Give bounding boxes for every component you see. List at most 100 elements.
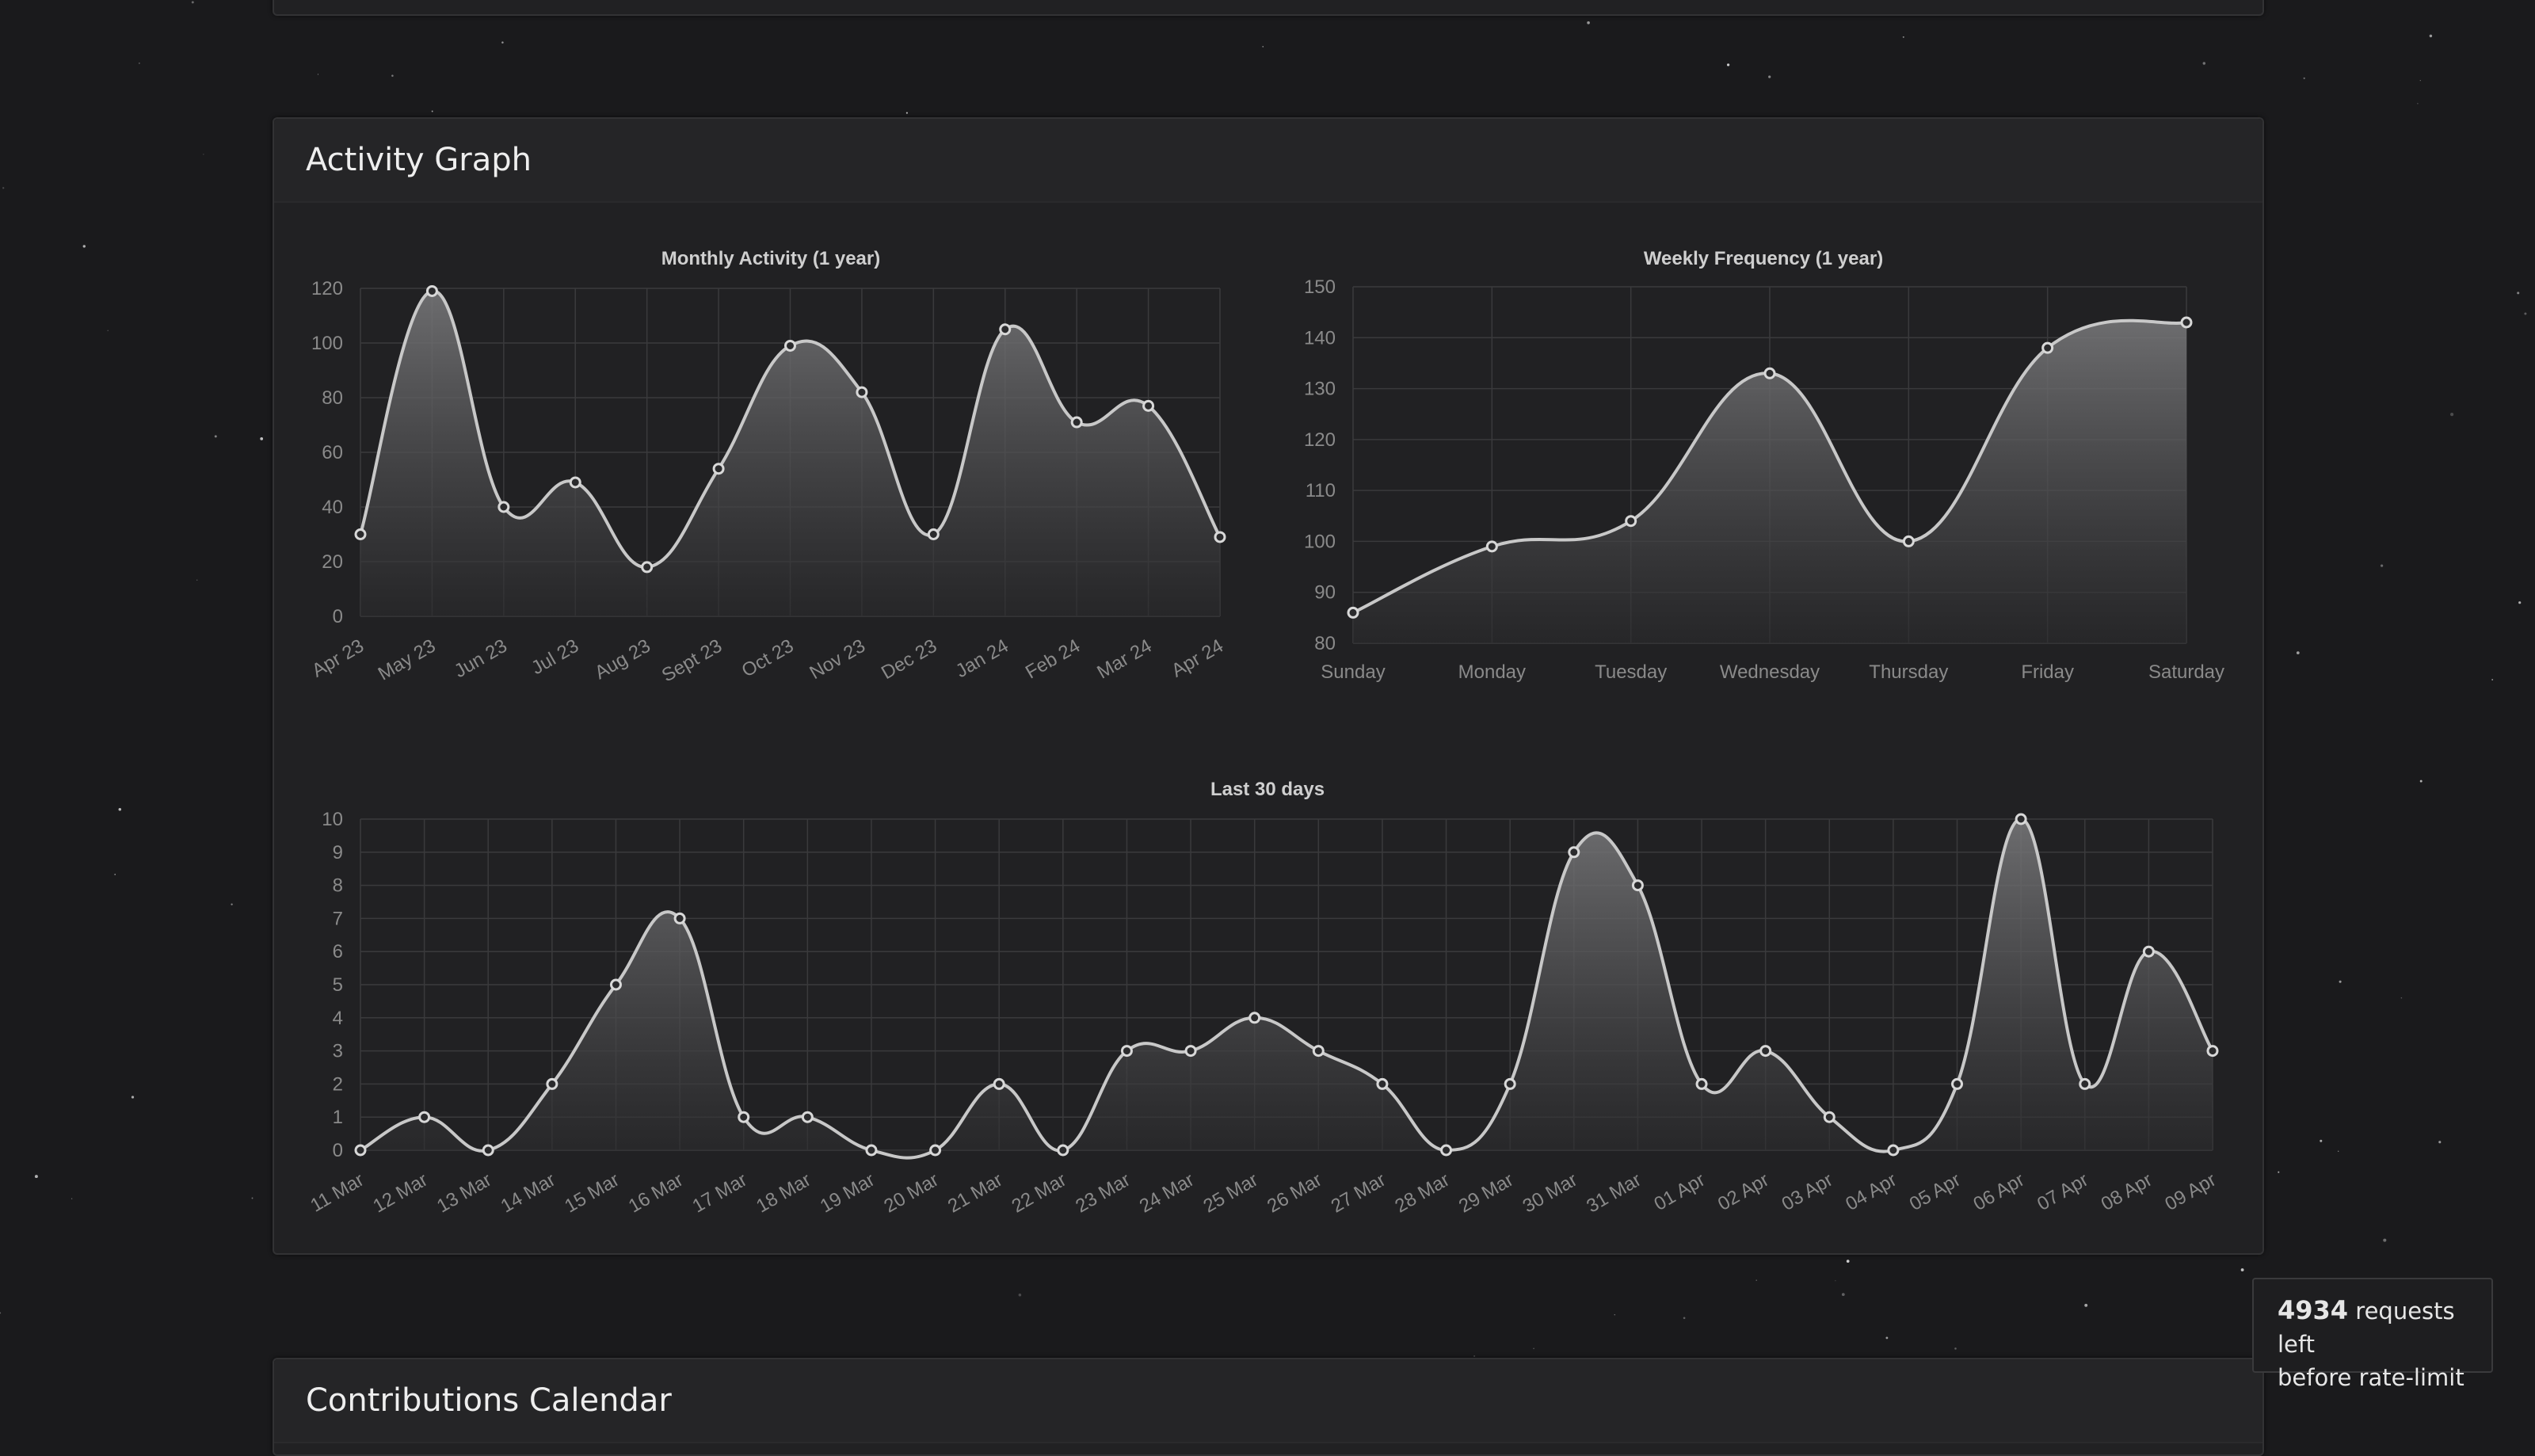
x-tick-label: 16 Mar — [625, 1169, 687, 1218]
x-tick-label: 04 Apr — [1842, 1169, 1900, 1215]
star — [2339, 980, 2342, 983]
star — [1533, 1347, 1534, 1350]
chart-title: Weekly Frequency (1 year) — [1644, 248, 1883, 269]
star — [1841, 1293, 1845, 1296]
data-point — [1763, 367, 1776, 379]
y-tick-label: 9 — [333, 842, 343, 863]
x-tick-label: 20 Mar — [880, 1169, 942, 1218]
x-tick-label: Feb 24 — [1022, 635, 1084, 684]
star — [2419, 79, 2421, 82]
star — [1768, 75, 1771, 78]
series-area — [1353, 320, 2186, 643]
activity-graph-header: Activity Graph — [274, 119, 2262, 203]
y-tick-label: 110 — [1306, 480, 1336, 501]
y-tick-label: 130 — [1304, 379, 1336, 400]
x-tick-label: 14 Mar — [497, 1169, 559, 1218]
data-point — [673, 912, 686, 924]
y-tick-label: 4 — [333, 1008, 343, 1029]
data-point — [927, 528, 940, 540]
x-tick-label: 25 Mar — [1199, 1169, 1261, 1218]
x-tick-label: 18 Mar — [753, 1169, 814, 1218]
star — [1954, 1347, 1957, 1350]
data-point — [929, 1144, 942, 1157]
data-point — [1214, 531, 1226, 543]
star — [1473, 1355, 1476, 1357]
data-point — [1631, 879, 1644, 892]
x-tick-label: 01 Apr — [1650, 1169, 1709, 1215]
x-tick-label: 28 Mar — [1391, 1169, 1453, 1218]
star — [2084, 1303, 2088, 1307]
x-tick-label: Saturday — [2148, 661, 2224, 683]
rate-limit-label: requests left — [2278, 1298, 2455, 1358]
star — [391, 74, 394, 77]
data-point — [1376, 1077, 1389, 1090]
star — [2491, 679, 2494, 680]
series-area — [360, 291, 1220, 616]
x-tick-label: Friday — [2021, 661, 2074, 683]
x-tick-label: Jan 24 — [952, 635, 1012, 682]
data-point — [1248, 1012, 1261, 1024]
x-tick-label: Thursday — [1869, 661, 1948, 683]
data-point — [738, 1111, 750, 1123]
y-tick-label: 120 — [311, 278, 343, 299]
star — [191, 1, 194, 4]
weekly-frequency-chart: Weekly Frequency (1 year) 80 90 100 110 120 13… — [1304, 248, 2224, 683]
star — [1683, 1317, 1686, 1320]
star — [2517, 292, 2520, 295]
data-point — [1568, 846, 1580, 859]
data-point — [1485, 540, 1498, 553]
y-tick-label: 120 — [1304, 429, 1336, 451]
star — [2518, 601, 2522, 604]
activity-graph-title: Activity Graph — [306, 142, 532, 178]
x-tick-label: Sunday — [1321, 661, 1385, 683]
data-point — [1070, 416, 1083, 429]
star — [1885, 1336, 1889, 1340]
star — [251, 1197, 254, 1199]
x-tick-label: Aug 23 — [591, 635, 654, 684]
star — [2383, 1238, 2387, 1242]
data-point — [609, 978, 622, 991]
data-point — [1120, 1045, 1133, 1058]
last-30-days-chart: Last 30 days 0 1 2 3 4 5 6 7 8 9 10 11 Mar 12 Mar 13 M… — [307, 779, 2220, 1218]
x-tick-label: Monday — [1458, 661, 1526, 683]
y-tick-label: 2 — [333, 1073, 343, 1095]
data-point — [1142, 399, 1155, 412]
data-point — [1440, 1144, 1453, 1157]
x-tick-label: Mar 24 — [1093, 635, 1155, 684]
x-tick-label: 19 Mar — [817, 1169, 879, 1218]
y-tick-label: 1 — [333, 1107, 343, 1128]
star — [2419, 779, 2423, 783]
y-tick-label: 0 — [333, 606, 343, 627]
data-point — [999, 323, 1012, 336]
x-tick-label: 24 Mar — [1136, 1169, 1198, 1218]
star — [2240, 1268, 2244, 1271]
data-point — [546, 1077, 558, 1090]
x-tick-label: Oct 23 — [738, 635, 798, 682]
y-tick-label: 3 — [333, 1041, 343, 1062]
rate-limit-count: 4934 — [2278, 1295, 2349, 1325]
data-point — [712, 463, 725, 475]
x-tick-label: 08 Apr — [2098, 1169, 2156, 1215]
star — [2303, 77, 2305, 79]
y-tick-label: 60 — [322, 442, 343, 463]
rate-limit-note: before rate-limit — [2278, 1364, 2464, 1391]
star — [2320, 1139, 2323, 1142]
star — [2429, 34, 2433, 38]
x-tick-label: 17 Mar — [689, 1169, 751, 1218]
star — [118, 807, 122, 811]
data-point — [1887, 1144, 1900, 1157]
series-line — [359, 289, 1222, 569]
y-tick-label: 100 — [1304, 531, 1336, 552]
y-tick-label: 90 — [1314, 582, 1336, 604]
star — [2338, 1150, 2339, 1153]
data-point — [418, 1111, 431, 1123]
star — [1018, 1293, 1022, 1297]
data-point — [1951, 1077, 1964, 1090]
star — [1614, 1314, 1615, 1316]
star — [501, 41, 504, 44]
chart-title: Monthly Activity (1 year) — [661, 248, 881, 269]
star — [2202, 62, 2206, 65]
x-tick-label: 13 Mar — [433, 1169, 495, 1218]
star — [34, 1175, 38, 1179]
star — [905, 112, 908, 114]
